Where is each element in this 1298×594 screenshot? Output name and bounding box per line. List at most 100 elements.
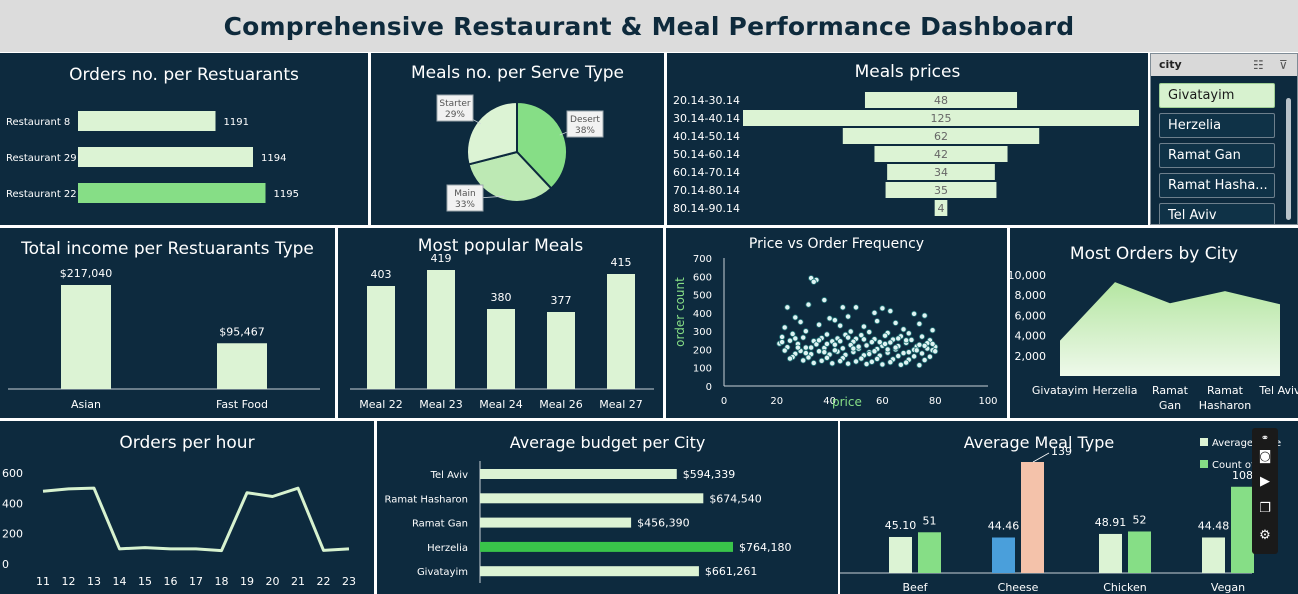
scatter-point xyxy=(882,340,889,347)
settings-icon[interactable]: ⚙ xyxy=(1259,528,1271,543)
data-label: 1194 xyxy=(261,153,286,164)
data-label: 35 xyxy=(934,184,948,197)
scatter-point xyxy=(784,304,791,311)
category-label: 20.14-30.14 xyxy=(673,94,740,107)
scatter-point xyxy=(792,335,799,342)
x-tick-label: 18 xyxy=(215,575,229,588)
popular-meals-chart: 403 Meal 22 419 Meal 23 380 Meal 24 377 Meal 26… xyxy=(350,252,654,411)
video-icon[interactable]: ▶ xyxy=(1260,474,1270,489)
scatter-point xyxy=(911,353,918,360)
scatter-point xyxy=(932,348,939,355)
slicer-item-herzelia[interactable]: Herzelia xyxy=(1159,113,1275,138)
link-icon[interactable]: ⚭ xyxy=(1260,433,1270,444)
x-tick-label: 20 xyxy=(770,396,783,407)
category-label: Asian xyxy=(71,398,101,411)
slicer-item-tel-aviv[interactable]: Tel Aviv xyxy=(1159,203,1275,224)
scatter-point xyxy=(900,350,907,357)
multi-select-icon[interactable]: ☷ xyxy=(1253,58,1264,72)
scatter-point xyxy=(823,331,830,338)
scatter-point xyxy=(823,340,830,347)
x-tick-label: 13 xyxy=(87,575,101,588)
panel-serve-type: Meals no. per Serve Type Desert 38% Main 33… xyxy=(371,53,664,225)
scatter-point xyxy=(882,332,889,339)
scatter-point xyxy=(866,351,873,358)
slicer-item-ramat-gan[interactable]: Ramat Gan xyxy=(1159,143,1275,168)
scatter-point xyxy=(876,339,883,346)
legend-swatch xyxy=(1200,460,1208,468)
chart-title: Meals no. per Serve Type xyxy=(410,63,625,83)
chart-title: Meals prices xyxy=(854,62,961,82)
scatter-point xyxy=(787,337,794,344)
x-tick-label: 15 xyxy=(138,575,152,588)
scatter-point xyxy=(874,318,881,325)
legend-swatch xyxy=(1200,438,1208,446)
scatter-point xyxy=(781,347,788,354)
scatter-point xyxy=(918,350,925,357)
x-tick-label: 19 xyxy=(240,575,254,588)
slicer-title: city xyxy=(1159,58,1182,71)
scatter-point xyxy=(810,278,817,285)
scatter-point xyxy=(926,353,933,360)
data-label: $661,261 xyxy=(705,565,758,578)
data-label: 48.91 xyxy=(1095,516,1127,529)
category-label: Meal 24 xyxy=(479,398,523,411)
x-tick-label: 22 xyxy=(317,575,331,588)
data-label: 62 xyxy=(934,130,948,143)
legend-label: Count of xyxy=(1212,460,1255,471)
x-tick-label: 17 xyxy=(189,575,203,588)
scatter-point xyxy=(860,323,867,330)
data-label: $674,540 xyxy=(709,492,762,505)
bar xyxy=(61,285,111,389)
data-label: 42 xyxy=(934,148,948,161)
scatter-point xyxy=(810,359,817,366)
x-tick-label: 23 xyxy=(342,575,356,588)
category-label: 50.14-60.14 xyxy=(673,148,740,161)
data-label: 48 xyxy=(934,94,948,107)
x-tick-label: Gan xyxy=(1159,399,1181,412)
scatter-point xyxy=(879,305,886,312)
slice-value: 38% xyxy=(575,126,595,136)
bar xyxy=(1202,537,1225,573)
scatter-point xyxy=(802,328,809,335)
orders-by-city-chart: 2,000 4,000 6,000 8,000 10,000 Givatayim Herze… xyxy=(1010,269,1298,412)
scatter-point xyxy=(852,304,859,311)
data-label: 377 xyxy=(551,294,572,307)
leader-line xyxy=(1032,452,1050,463)
slicer-scrollbar[interactable] xyxy=(1286,98,1291,220)
slicer-header: city ☷ ⊽ xyxy=(1151,54,1297,76)
slicer-item-ramat-hasharon[interactable]: Ramat Hasha... xyxy=(1159,173,1275,198)
bar xyxy=(1128,531,1151,573)
bar xyxy=(874,146,1008,162)
scatter-point xyxy=(852,358,859,365)
panel-income-per-type: Total income per Restuarants Type $217,0… xyxy=(0,228,335,418)
bar xyxy=(480,517,632,528)
bar xyxy=(217,343,267,389)
slice-value: 33% xyxy=(455,200,475,210)
chart-title: Orders no. per Restuarants xyxy=(69,65,299,85)
y-tick-label: 6,000 xyxy=(1015,309,1047,322)
y-tick-label: 600 xyxy=(2,467,23,480)
scatter-point xyxy=(802,350,809,357)
bar xyxy=(743,110,1139,126)
x-tick-label: 80 xyxy=(929,396,942,407)
bar xyxy=(1021,462,1044,573)
bar xyxy=(367,286,395,389)
scatter-point xyxy=(808,344,815,351)
copy-icon[interactable]: ❐ xyxy=(1259,501,1271,516)
data-label: 139 xyxy=(1051,445,1072,458)
category-label: Meal 26 xyxy=(539,398,583,411)
bar xyxy=(1231,486,1254,573)
scatter-point xyxy=(831,317,838,324)
clear-filter-icon[interactable]: ⊽ xyxy=(1279,58,1288,72)
slicer-item-givatayim[interactable]: Givatayim xyxy=(1159,83,1275,108)
x-tick-label: 16 xyxy=(164,575,178,588)
scatter-point xyxy=(868,339,875,346)
slice-value: 29% xyxy=(445,110,465,120)
scatter-point xyxy=(929,340,936,347)
panel-meal-prices: Meals prices 20.14-30.14 48 30.14-40.14 125… xyxy=(667,53,1148,225)
area-series xyxy=(1060,282,1280,376)
scatter-point xyxy=(892,344,899,351)
bar xyxy=(887,164,995,180)
price-vs-frequency-chart: 0 100 200 300 400 500 600 700 0 20 40 60 80 100 price o… xyxy=(673,254,998,409)
camera-icon[interactable]: ◙ xyxy=(1258,449,1272,464)
